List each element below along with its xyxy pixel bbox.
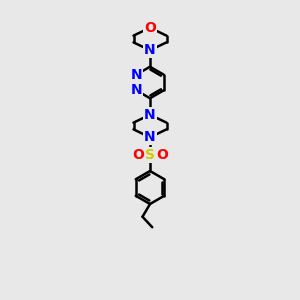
Text: N: N: [130, 83, 142, 98]
Text: N: N: [144, 108, 156, 122]
Text: O: O: [144, 21, 156, 35]
Text: S: S: [145, 148, 155, 162]
Text: N: N: [144, 43, 156, 57]
Text: O: O: [132, 148, 144, 162]
Text: O: O: [156, 148, 168, 162]
Text: N: N: [130, 68, 142, 82]
Text: N: N: [144, 130, 156, 144]
